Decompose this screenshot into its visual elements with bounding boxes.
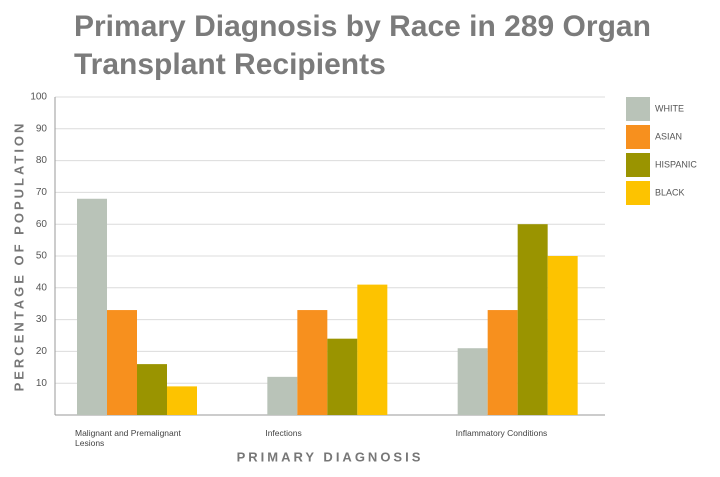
bar <box>517 224 548 415</box>
bar <box>77 198 107 415</box>
bar <box>167 386 197 415</box>
bar <box>107 310 137 415</box>
legend-label: HISPANIC <box>655 159 697 169</box>
x-tick-label: Infections <box>265 428 302 438</box>
bar <box>267 376 298 415</box>
y-tick-label: 60 <box>36 219 48 230</box>
legend-label: BLACK <box>655 187 685 197</box>
bar <box>327 338 358 415</box>
legend-swatch <box>626 125 650 149</box>
y-tick-label: 90 <box>36 123 48 134</box>
legend-swatch <box>626 153 650 177</box>
y-axis-title: PERCENTAGE OF POPULATION <box>11 121 26 392</box>
y-tick-label: 40 <box>36 282 48 293</box>
bar <box>137 364 167 415</box>
legend-swatch <box>626 97 650 121</box>
y-tick-label: 20 <box>36 346 48 357</box>
bar <box>487 310 518 415</box>
x-tick-label: Malignant and Premalignant Lesions <box>75 428 181 448</box>
bar <box>547 256 578 415</box>
y-tick-label: 100 <box>30 92 47 103</box>
legend-swatch <box>626 181 650 205</box>
x-axis-title: PRIMARY DIAGNOSIS <box>237 449 424 464</box>
x-tick-label: Inflammatory Conditions <box>455 428 548 438</box>
bar <box>297 310 328 415</box>
legend-label: ASIAN <box>655 131 682 141</box>
y-tick-label: 10 <box>36 378 48 389</box>
chart-title: Primary Diagnosis by Race in 289 Organ T… <box>74 10 651 81</box>
bar <box>357 284 388 415</box>
y-tick-label: 30 <box>36 314 48 325</box>
y-tick-label: 80 <box>36 155 48 166</box>
y-tick-label: 70 <box>36 187 48 198</box>
y-tick-label: 50 <box>36 251 48 262</box>
legend-label: WHITE <box>655 103 684 113</box>
bar <box>457 348 488 415</box>
